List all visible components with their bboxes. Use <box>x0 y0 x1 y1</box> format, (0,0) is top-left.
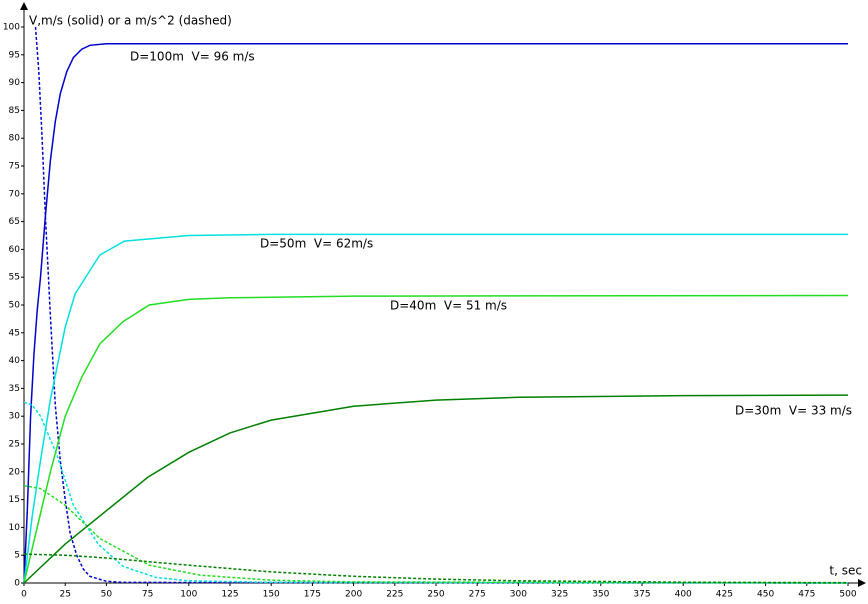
y-tick-label: 60 <box>9 245 21 255</box>
series-line <box>23 42 848 584</box>
series-line <box>23 294 849 584</box>
y-tick-label: 50 <box>9 301 21 311</box>
annotation: D=30m V= 33 m/s <box>735 404 852 418</box>
y-tick-label: 75 <box>9 162 20 172</box>
annotation: D=40m V= 51 m/s <box>390 299 507 313</box>
y-tick-label: 70 <box>9 189 21 199</box>
series-line <box>23 553 849 584</box>
y-tick-label: 95 <box>9 50 20 60</box>
y-tick-label: 80 <box>9 134 21 144</box>
x-axis-arrow <box>858 579 866 587</box>
x-tick-label: 75 <box>142 590 153 600</box>
x-tick-label: 475 <box>798 590 815 600</box>
x-tick-label: 425 <box>716 590 733 600</box>
series-line <box>34 26 849 584</box>
y-tick-label: 100 <box>3 23 20 33</box>
x-tick-label: 325 <box>551 590 568 600</box>
x-tick-label: 400 <box>675 590 692 600</box>
x-tick-label: 25 <box>59 590 70 600</box>
x-tick-label: 350 <box>592 590 609 600</box>
x-tick-label: 100 <box>180 590 197 600</box>
y-tick-label: 10 <box>9 523 21 533</box>
x-tick-label: 150 <box>263 590 280 600</box>
x-tick-label: 450 <box>757 590 774 600</box>
y-tick-label: 20 <box>9 467 21 477</box>
x-tick-label: 0 <box>21 590 27 600</box>
y-tick-label: 90 <box>9 78 21 88</box>
x-tick-label: 175 <box>304 590 321 600</box>
y-tick-label: 15 <box>9 495 20 505</box>
x-tick-label: 200 <box>345 590 362 600</box>
y-axis-arrow <box>20 2 28 10</box>
series-line <box>23 401 849 584</box>
y-tick-label: 0 <box>14 579 20 589</box>
y-tick-label: 5 <box>14 551 20 561</box>
y-tick-label: 85 <box>9 106 20 116</box>
x-tick-label: 375 <box>633 590 650 600</box>
y-tick-label: 25 <box>9 440 20 450</box>
y-tick-label: 35 <box>9 384 20 394</box>
chart-title: V,m/s (solid) or a m/s^2 (dashed) <box>29 14 232 28</box>
series-line <box>23 233 848 584</box>
x-tick-label: 50 <box>101 590 113 600</box>
x-axis-label: t, sec <box>829 564 862 578</box>
y-tick-label: 30 <box>9 412 21 422</box>
x-tick-label: 250 <box>427 590 444 600</box>
annotation: D=100m V= 96 m/s <box>130 50 255 64</box>
y-tick-label: 45 <box>9 328 20 338</box>
x-tick-label: 225 <box>386 590 403 600</box>
x-tick-label: 500 <box>839 590 856 600</box>
y-tick-label: 65 <box>9 217 20 227</box>
y-tick-label: 55 <box>9 273 20 283</box>
x-tick-label: 125 <box>221 590 238 600</box>
series-line <box>23 394 849 584</box>
x-tick-label: 275 <box>469 590 486 600</box>
series-line <box>23 484 849 584</box>
x-tick-label: 300 <box>510 590 527 600</box>
y-tick-label: 40 <box>9 356 21 366</box>
annotation: D=50m V= 62m/s <box>260 237 373 251</box>
